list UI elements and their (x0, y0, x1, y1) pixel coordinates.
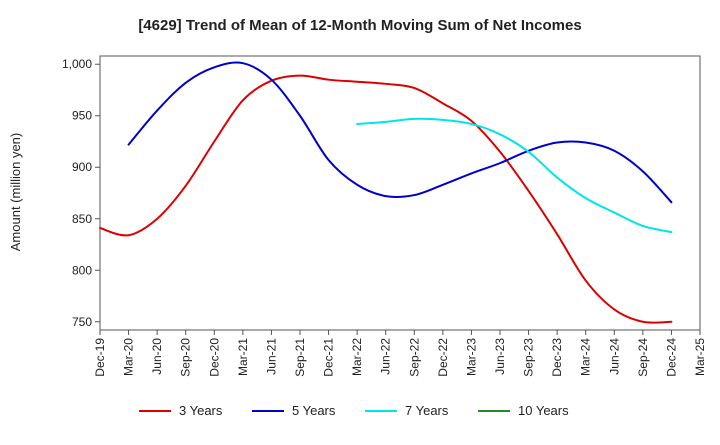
legend: 3 Years 5 Years 7 Years 10 Years (139, 403, 569, 418)
x-tick-label: Sep-24 (636, 338, 650, 377)
legend-label-5-years: 5 Years (292, 403, 336, 418)
y-tick-label: 800 (72, 263, 92, 277)
series-lines (99, 61, 673, 324)
x-tick-label: Jun-23 (493, 338, 507, 375)
x-tick-label: Sep-21 (293, 338, 307, 377)
x-tick-label: Dec-21 (322, 338, 336, 377)
x-tick-label: Sep-22 (407, 338, 421, 377)
plot-area-frame (99, 55, 701, 331)
x-tick-label: Sep-20 (179, 338, 193, 377)
y-tick-label: 750 (72, 315, 92, 329)
y-tick-label: 850 (72, 212, 92, 226)
y-tick-label: 950 (72, 109, 92, 123)
x-tick-label: Dec-19 (93, 338, 107, 377)
legend-label-3-years: 3 Years (179, 403, 223, 418)
x-tick-label: Jun-22 (379, 338, 393, 375)
x-tick-label: Mar-21 (236, 338, 250, 376)
x-tick-label: Dec-24 (664, 338, 678, 377)
series-line-5-years (127, 61, 673, 204)
legend-label-10-years: 10 Years (518, 403, 569, 418)
x-tick-label: Dec-20 (207, 338, 221, 377)
x-tick-label: Dec-23 (550, 338, 564, 377)
x-tick-label: Dec-22 (436, 338, 450, 377)
series-line-7-years (356, 117, 673, 234)
x-tick-label: Jun-24 (607, 338, 621, 375)
x-tick-label: Mar-24 (579, 338, 593, 376)
legend-label-7-years: 7 Years (405, 403, 449, 418)
chart-title: [4629] Trend of Mean of 12-Month Moving … (138, 17, 581, 34)
x-tick-label: Sep-23 (522, 338, 536, 377)
x-tick-label: Mar-20 (122, 338, 136, 376)
y-axis-label: Amount (million yen) (8, 133, 23, 252)
axes: 750 800 850 900 950 1,000 Dec-19 Mar-20 Jun-20 Se… (62, 55, 707, 377)
x-tick-label: Jun-21 (264, 338, 278, 375)
x-tick-label: Jun-20 (150, 338, 164, 375)
x-tick-label: Mar-23 (464, 338, 478, 376)
series-line-3-years (99, 74, 673, 324)
y-tick-label: 900 (72, 160, 92, 174)
x-tick-label: Mar-22 (350, 338, 364, 376)
x-tick-label: Mar-25 (693, 338, 707, 376)
y-tick-label: 1,000 (62, 57, 92, 71)
